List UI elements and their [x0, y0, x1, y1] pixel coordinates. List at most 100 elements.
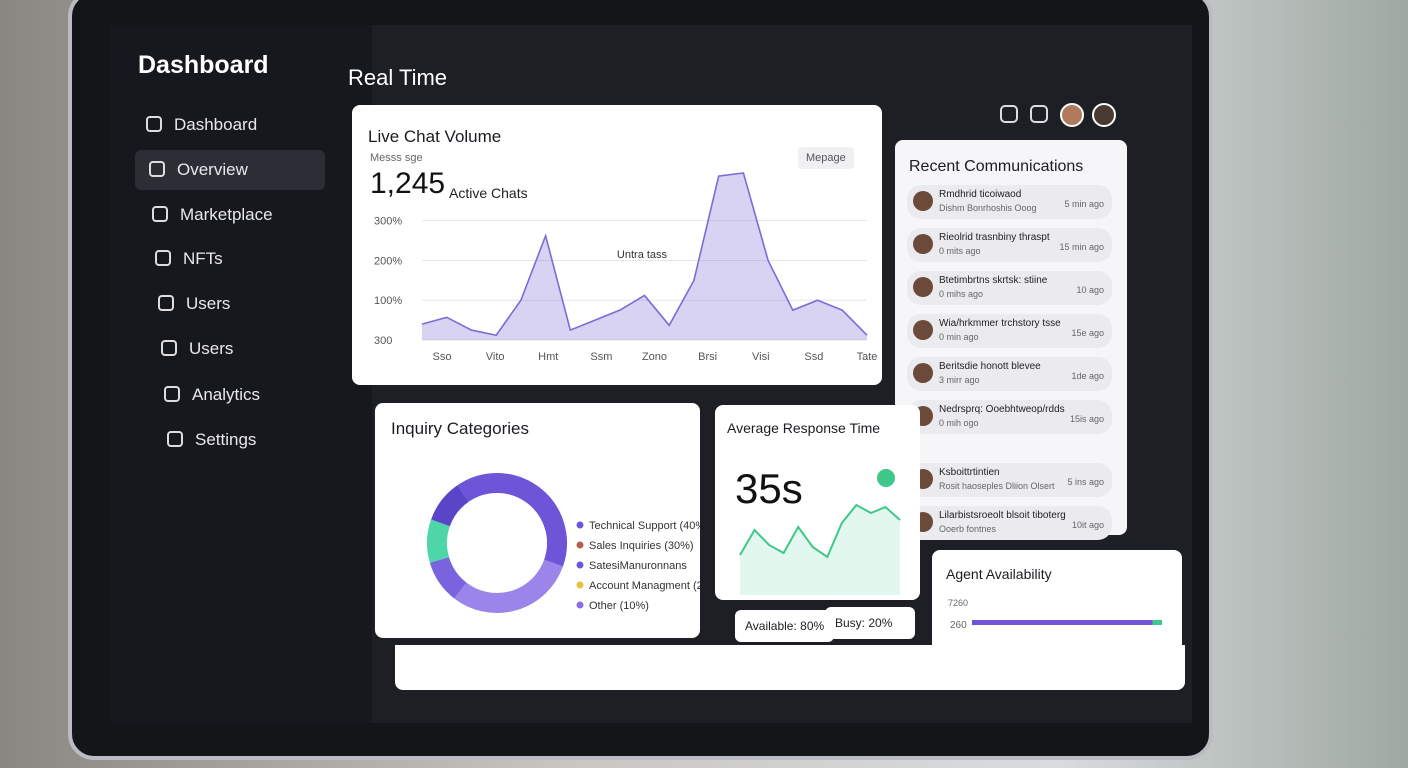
area-fill	[422, 172, 867, 340]
recent-time: 1de ago	[1071, 371, 1104, 381]
recent-sub: 3 mirr ago	[939, 375, 980, 385]
value-label: Active Chats	[449, 185, 528, 201]
footer-panel	[395, 645, 1185, 690]
recent-name: Wia/hrkmmer trchstory tsse	[939, 318, 1061, 329]
avatar[interactable]	[1092, 103, 1116, 127]
legend-label: Account Managment (20%)	[589, 580, 700, 592]
card-title: Recent Communications	[909, 158, 1084, 175]
x-tick-label: Ssd	[804, 351, 823, 363]
recent-card: Recent Communications Rmdhrid ticoiwaod D…	[895, 140, 1127, 540]
nav-item[interactable]: Users	[147, 329, 337, 369]
page-title: Real Time	[348, 65, 448, 90]
recent-item[interactable]: Lilarbistsroeolt blsoit tiboterg Ooerb fo…	[907, 506, 1112, 540]
recent-item[interactable]: Rieolrid trasnbiny thraspt 0 mits ago 15 m…	[907, 228, 1112, 262]
recent-item[interactable]: Wia/hrkmmer trchstory tsse 0 min ago 15e a…	[907, 314, 1112, 348]
recent-time: 15e ago	[1071, 328, 1104, 338]
nav-item[interactable]: Marketplace	[138, 195, 328, 235]
recent-name: Rieolrid trasnbiny thraspt	[939, 232, 1050, 243]
x-tick-label: Sso	[433, 351, 452, 363]
nav-icon	[152, 206, 168, 222]
big-value: 35s	[735, 465, 803, 512]
recent-time: 5 ins ago	[1067, 477, 1104, 487]
response-card: Average Response Time 35s	[715, 405, 920, 600]
nav-item[interactable]: Users	[144, 284, 334, 324]
nav-icon	[167, 431, 183, 447]
tick-label: 260	[950, 620, 967, 631]
legend-dot	[576, 521, 584, 529]
nav-item[interactable]: Analytics	[150, 375, 340, 415]
icon-button[interactable]	[1030, 105, 1048, 123]
recent-name: Ksboittrtintien	[939, 467, 1000, 478]
recent-item[interactable]: Btetimbrtns skrtsk: stiine 0 mihs ago 10 a…	[907, 271, 1112, 305]
legend-label: Technical Support (40%)	[589, 520, 700, 532]
recent-name: Rmdhrid ticoiwaod	[939, 189, 1022, 200]
big-value: 1,245	[370, 167, 446, 200]
nav-icon	[146, 116, 162, 132]
spark-line	[739, 503, 901, 559]
legend-label: Sales Inquiries (30%)	[589, 540, 694, 552]
y-tick-label: 300%	[374, 216, 402, 228]
donut-segment	[427, 519, 451, 563]
x-tick-label: Visi	[752, 351, 770, 363]
icon-button[interactable]	[1000, 105, 1018, 123]
recent-sub: Rosit haoseples Dliion Olsert	[939, 481, 1055, 491]
annotation: Untra tass	[617, 249, 668, 261]
avatar	[913, 320, 933, 340]
recent-time: 5 min ago	[1064, 199, 1104, 209]
donut-segment	[454, 559, 563, 613]
nav-item[interactable]: NFTs	[141, 239, 331, 279]
avatar	[913, 277, 933, 297]
x-tick-label: Zono	[642, 351, 667, 363]
inquiry-card: Inquiry Categories Technical Support (40…	[375, 403, 700, 638]
recent-item[interactable]: Rmdhrid ticoiwaod Dishm Bonrhoshis Ooog 5 …	[907, 185, 1112, 219]
nav-item[interactable]: Overview	[135, 150, 325, 190]
button[interactable]: Mepage	[798, 147, 854, 169]
x-tick-label: Vito	[486, 351, 505, 363]
recent-item[interactable]: Ksboittrtintien Rosit haoseples Dliion Ol…	[907, 463, 1112, 497]
avatar	[913, 363, 933, 383]
recent-sub: 0 mihs ago	[939, 289, 984, 299]
sidebar: Dashboard Dashboard Overview Marketplace NF…	[110, 25, 372, 723]
availability-bar	[972, 620, 1162, 625]
donut-segment	[429, 556, 467, 599]
live-chat-card: Live Chat Volume Messs sge 1,245 Active …	[352, 105, 882, 385]
nav-icon	[161, 340, 177, 356]
x-tick-label: Brsi	[698, 351, 717, 363]
legend-dot	[576, 561, 584, 569]
recent-item[interactable]: Beritsdie honott blevee 3 mirr ago 1de ago	[907, 357, 1112, 391]
recent-time: 10it ago	[1071, 520, 1104, 530]
recent-sub: Ooerb fontnes	[939, 524, 997, 534]
nav-icon	[155, 250, 171, 266]
card-title: Live Chat Volume	[368, 127, 502, 146]
donut-segment	[457, 473, 567, 567]
legend-label: Other (10%)	[589, 600, 649, 612]
card-subtitle: Messs sge	[370, 152, 423, 164]
nav-item[interactable]: Dashboard	[132, 105, 322, 145]
recent-name: Lilarbistsroeolt blsoit tiboterg	[939, 510, 1066, 521]
avatar[interactable]	[1060, 103, 1084, 127]
bar-segment	[972, 620, 1153, 625]
card-title: Average Response Time	[727, 420, 881, 436]
brand: Dashboard	[138, 51, 269, 79]
sparkline	[739, 503, 901, 595]
recent-sub: 0 mih ogo	[939, 418, 979, 428]
status-pill[interactable]: Available: 80%	[735, 610, 835, 642]
card-title: Inquiry Categories	[391, 419, 529, 438]
recent-name: Btetimbrtns skrtsk: stiine	[939, 275, 1048, 286]
screen: Dashboard Dashboard Overview Marketplace NF…	[110, 25, 1192, 723]
bar-segment	[1152, 620, 1162, 625]
recent-name: Nedrsprq: Ooebhtweop/rdds	[939, 404, 1065, 415]
x-tick-label: Hmt	[538, 351, 558, 363]
card-title: Agent Availability	[946, 566, 1052, 582]
status-pill[interactable]: Busy: 20%	[825, 607, 915, 639]
nav-item[interactable]: Settings	[153, 420, 343, 460]
y-tick-label: 100%	[374, 295, 402, 307]
nav-icon	[158, 295, 174, 311]
legend-dot	[576, 601, 584, 609]
recent-item[interactable]: Nedrsprq: Ooebhtweop/rdds 0 mih ogo 15is a…	[907, 400, 1112, 434]
tick-label: 7260	[948, 598, 969, 608]
x-tick-label: Ssm	[590, 351, 612, 363]
recent-time: 15is ago	[1069, 414, 1104, 424]
area-line	[421, 172, 868, 337]
